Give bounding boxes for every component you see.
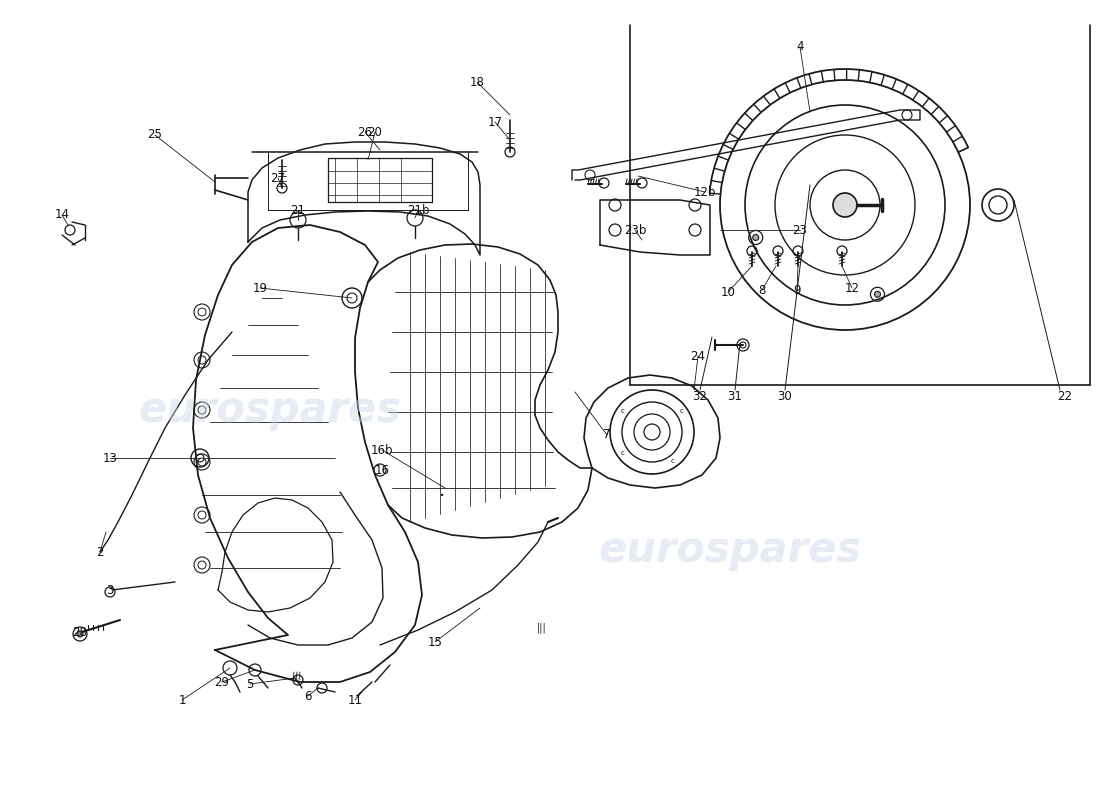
Text: 4: 4 [796,41,804,54]
Text: 21b: 21b [407,203,429,217]
Text: 30: 30 [778,390,792,403]
Text: 13: 13 [102,451,118,465]
Text: 6: 6 [305,690,311,702]
Text: 15: 15 [428,635,442,649]
Text: 26: 26 [358,126,373,138]
Text: .: . [439,481,446,499]
Text: 21: 21 [290,203,306,217]
Text: 24: 24 [691,350,705,362]
Text: c: c [620,450,625,456]
Text: eurospares: eurospares [139,389,402,431]
Text: 12b: 12b [694,186,716,198]
Text: |||: ||| [537,622,547,634]
Text: 32: 32 [693,390,707,403]
Text: 8: 8 [758,283,766,297]
Circle shape [874,291,880,298]
Text: 29: 29 [214,675,230,689]
Text: 9: 9 [793,283,801,297]
Text: 25: 25 [147,129,163,142]
Circle shape [833,193,857,217]
Text: 23: 23 [793,223,807,237]
Text: 31: 31 [727,390,742,403]
Text: 14: 14 [55,209,69,222]
Text: 12: 12 [845,282,859,294]
Text: 3: 3 [107,583,113,597]
Text: 28: 28 [73,626,87,638]
Text: 20: 20 [367,126,383,138]
Text: 5: 5 [246,678,254,690]
Text: c: c [620,408,625,414]
Circle shape [752,234,759,241]
Text: 2: 2 [97,546,103,558]
Circle shape [77,631,82,637]
Text: 16b: 16b [371,443,394,457]
Text: 10: 10 [720,286,736,298]
Text: 11: 11 [348,694,363,706]
Text: 22: 22 [1057,390,1072,403]
Text: c: c [680,408,683,414]
Text: 16: 16 [374,463,389,477]
Text: eurospares: eurospares [598,529,861,571]
Text: c: c [671,458,674,465]
Text: 23b: 23b [624,223,646,237]
Text: 27: 27 [271,171,286,185]
Text: 19: 19 [253,282,267,294]
Text: 17: 17 [487,115,503,129]
Text: 7: 7 [603,429,611,442]
Text: 18: 18 [470,75,484,89]
Text: 1: 1 [178,694,186,706]
